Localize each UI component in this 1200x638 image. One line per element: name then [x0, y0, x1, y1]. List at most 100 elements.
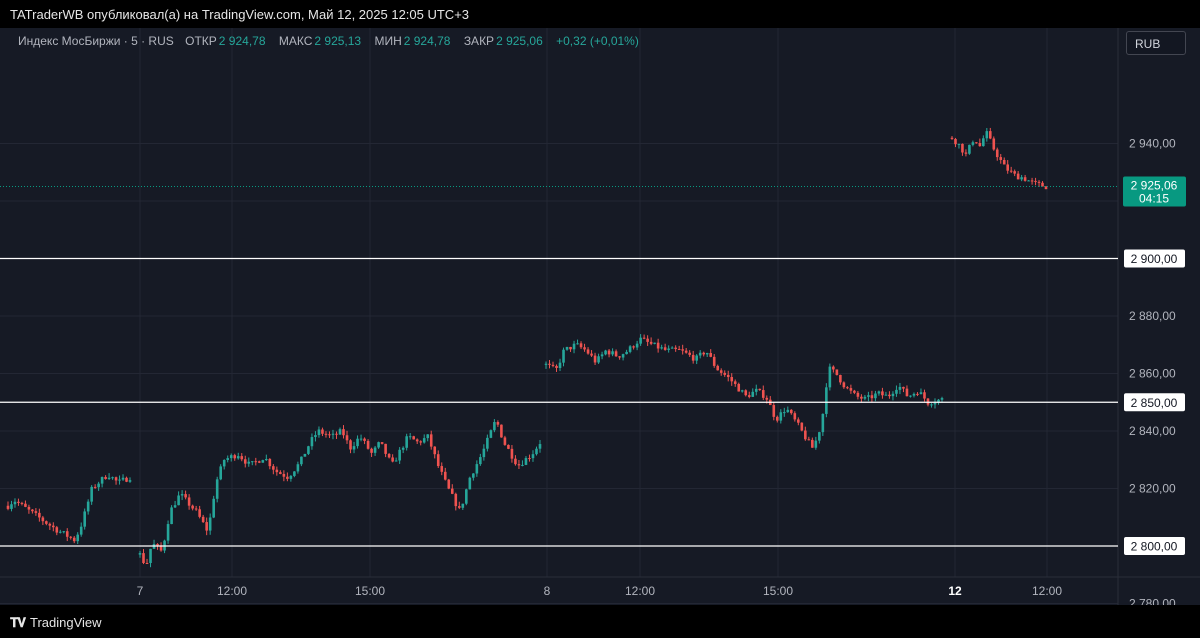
candle-body	[895, 389, 898, 394]
candle-body	[257, 461, 261, 463]
candle-body	[187, 497, 191, 506]
candle-body	[825, 387, 828, 414]
candle-body	[555, 365, 558, 368]
candle-body	[723, 372, 727, 375]
candle-body	[180, 494, 184, 496]
symbol-label[interactable]: Индекс МосБиржи · 5 · RUS	[18, 34, 174, 48]
candle-body	[811, 439, 814, 448]
change-value: +0,32 (+0,01%)	[556, 34, 639, 48]
y-tick-label: 2 840,00	[1129, 424, 1176, 438]
candle-body	[261, 460, 265, 463]
candle-body	[783, 412, 786, 414]
candle-body	[649, 341, 653, 344]
candle-body	[576, 343, 579, 345]
candle-body	[548, 363, 551, 365]
candle-body	[433, 446, 437, 455]
candle-body	[465, 489, 468, 504]
candle-body	[229, 455, 233, 459]
candle-body	[538, 444, 542, 449]
low-label: МИН	[374, 34, 402, 48]
candle-body	[328, 434, 331, 436]
candle-body	[300, 456, 303, 465]
candle-body	[1027, 180, 1030, 182]
candle-body	[884, 394, 888, 396]
candle-body	[765, 397, 769, 400]
candle-body	[579, 343, 583, 348]
candle-body	[65, 531, 69, 537]
currency-button[interactable]: RUB	[1126, 31, 1186, 55]
candle-body	[874, 393, 877, 399]
candle-body	[387, 453, 391, 458]
brand-footer[interactable]: 𝐓𝐕 TradingView	[10, 615, 102, 631]
candle-body	[335, 433, 338, 435]
candle-body	[503, 437, 507, 445]
candle-body	[653, 342, 656, 344]
candle-body	[27, 506, 31, 510]
candle-body	[342, 429, 345, 436]
candle-body	[166, 524, 170, 541]
candle-body	[159, 545, 163, 551]
candle-body	[902, 386, 905, 389]
candle-body	[457, 506, 461, 508]
candle-body	[356, 438, 359, 447]
candle-body	[45, 521, 48, 524]
candle-body	[1030, 180, 1034, 182]
candle-body	[13, 501, 17, 505]
candle-body	[828, 366, 832, 388]
candle-body	[600, 354, 604, 357]
candle-body	[265, 458, 268, 461]
candle-body	[733, 381, 737, 384]
candle-body	[705, 353, 709, 355]
candle-body	[818, 432, 821, 441]
candle-body	[674, 347, 677, 350]
candle-body	[345, 435, 349, 441]
candle-body	[111, 477, 114, 479]
candles-group	[6, 127, 1048, 568]
last-price-badge	[1123, 176, 1186, 207]
candle-body	[860, 396, 863, 399]
candle-body	[412, 436, 415, 440]
y-tick-label: 2 820,00	[1129, 482, 1176, 496]
candle-body	[957, 143, 961, 145]
last-price-label: 2 925,06	[1131, 178, 1178, 192]
horizontal-level-label: 2 800,00	[1131, 540, 1178, 554]
candle-body	[926, 398, 930, 405]
candle-body	[331, 433, 335, 435]
low-value: 2 924,78	[403, 34, 451, 48]
candle-body	[786, 409, 790, 413]
candle-body	[128, 480, 132, 482]
candle-body	[359, 438, 363, 440]
candle-body	[48, 523, 52, 526]
candle-body	[726, 374, 730, 378]
candle-body	[373, 447, 377, 453]
candle-body	[41, 517, 45, 522]
candle-body	[698, 352, 702, 356]
candle-body	[593, 355, 597, 363]
candle-body	[472, 473, 475, 478]
candle-body	[521, 464, 524, 466]
candle-body	[842, 382, 846, 388]
candle-body	[394, 460, 398, 462]
candle-body	[114, 477, 118, 481]
candle-body	[100, 477, 104, 484]
candle-body	[863, 396, 867, 399]
candle-body	[531, 454, 535, 459]
candle-body	[751, 391, 755, 397]
candle-body	[349, 440, 352, 450]
candle-body	[793, 413, 797, 420]
candle-body	[954, 138, 957, 145]
candle-body	[754, 388, 758, 392]
candle-body	[740, 390, 744, 392]
candle-body	[1041, 182, 1044, 187]
candle-body	[877, 391, 881, 394]
y-tick-label: 2 780,00	[1129, 597, 1176, 606]
candle-body	[201, 516, 205, 523]
candle-body	[916, 393, 919, 395]
candle-body	[632, 346, 635, 348]
candle-body	[58, 531, 62, 533]
candle-body	[832, 366, 835, 370]
candle-body	[625, 351, 628, 355]
close-value: 2 925,06	[496, 34, 543, 48]
x-tick-label: 12	[948, 584, 962, 598]
